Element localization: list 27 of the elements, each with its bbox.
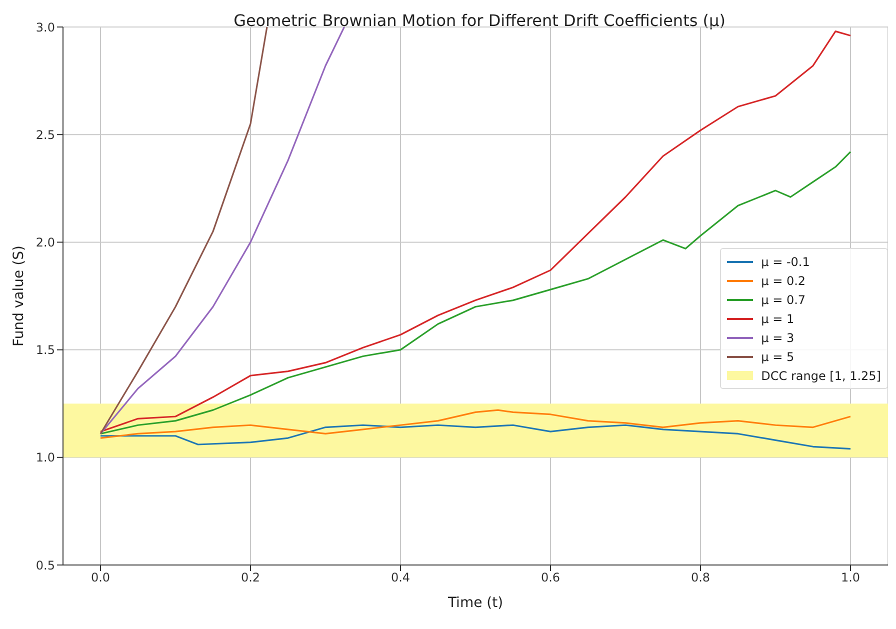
legend-label: μ = 5 [761, 350, 794, 364]
y-axis-title: Fund value (S) [10, 246, 27, 346]
line-series [100, 409, 852, 439]
legend-label: μ = -0.1 [761, 254, 810, 268]
x-tick-label: 0.8 [690, 570, 710, 585]
legend-label: μ = 1 [761, 312, 794, 326]
x-tick-label: 0.4 [390, 570, 410, 585]
y-tick-label: 0.5 [36, 558, 55, 572]
legend-label: DCC range [1, 1.25] [761, 368, 881, 382]
y-tick-label: 1.0 [36, 450, 55, 465]
line-series [100, 27, 346, 435]
line-series [100, 27, 268, 435]
y-tick-label: 2.5 [36, 128, 55, 142]
x-tick-label: 0.2 [240, 570, 260, 585]
line-series [100, 151, 852, 435]
legend-label: μ = 3 [761, 330, 794, 344]
y-tick-label: 3.0 [36, 20, 55, 34]
x-tick-label: 0.6 [540, 570, 560, 585]
x-tick-label: 0.0 [90, 570, 110, 585]
legend-label: μ = 0.7 [761, 292, 806, 306]
legend-label: μ = 0.2 [761, 274, 806, 288]
x-axis-title: Time (t) [446, 595, 504, 611]
x-tick-label: 1.0 [840, 570, 860, 585]
line-series [100, 424, 852, 450]
line-series [100, 30, 852, 432]
y-tick-label: 1.5 [36, 343, 55, 358]
y-tick-label: 2.0 [36, 235, 55, 250]
